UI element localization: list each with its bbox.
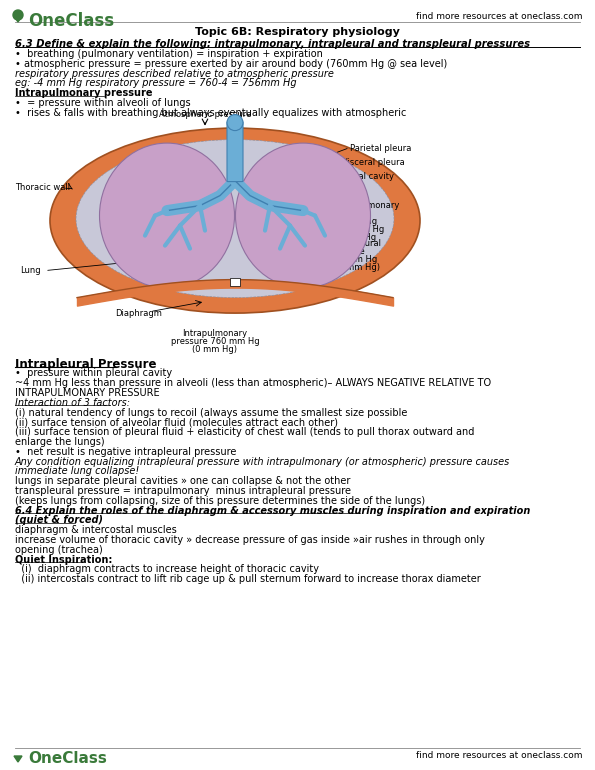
Text: 700 mm Hg: 700 mm Hg bbox=[328, 216, 377, 226]
Text: – Pleural cavity: – Pleural cavity bbox=[330, 172, 394, 181]
Text: opening (trachea): opening (trachea) bbox=[15, 545, 103, 555]
Text: Diaphragm: Diaphragm bbox=[115, 309, 162, 318]
Text: pressure 760 mm Hg: pressure 760 mm Hg bbox=[171, 336, 259, 346]
Text: eg: -4 mm Hg respiratory pressure = 760-4 = 756mm Hg: eg: -4 mm Hg respiratory pressure = 760-… bbox=[15, 79, 297, 89]
Text: – Visceral pleura: – Visceral pleura bbox=[335, 158, 405, 167]
Polygon shape bbox=[14, 16, 22, 22]
Text: Intrapulmonary: Intrapulmonary bbox=[183, 329, 248, 337]
Text: – Transpulmonary: – Transpulmonary bbox=[325, 201, 399, 209]
Text: • atmospheric pressure = pressure exerted by air around body (760mm Hg @ sea lev: • atmospheric pressure = pressure exerte… bbox=[15, 59, 447, 69]
Text: ~756 mm Hg: ~756 mm Hg bbox=[328, 225, 384, 233]
Text: OneClass: OneClass bbox=[28, 12, 114, 30]
Text: (ii) intercostals contract to lift rib cage up & pull sternum forward to increas: (ii) intercostals contract to lift rib c… bbox=[15, 574, 481, 584]
Ellipse shape bbox=[236, 143, 371, 288]
Text: •  pressure within pleural cavity: • pressure within pleural cavity bbox=[15, 368, 172, 378]
Circle shape bbox=[227, 115, 243, 131]
Text: Any condition equalizing intrapleural pressure with intrapulmonary (or atmospher: Any condition equalizing intrapleural pr… bbox=[15, 457, 511, 467]
Bar bbox=[230, 278, 240, 286]
Text: (0 mm Hg): (0 mm Hg) bbox=[193, 345, 237, 353]
Text: immediate lung collapse!: immediate lung collapse! bbox=[15, 467, 139, 477]
Text: Intrapleural Pressure: Intrapleural Pressure bbox=[15, 357, 156, 370]
Text: (i) natural tendency of lungs to recoil (always assume the smallest size possibl: (i) natural tendency of lungs to recoil … bbox=[15, 407, 408, 417]
Text: transpleural pressure = intrapulmonary  minus intrapleural pressure: transpleural pressure = intrapulmonary m… bbox=[15, 486, 351, 496]
Text: (quiet & forced): (quiet & forced) bbox=[15, 515, 103, 525]
Text: find more resources at oneclass.com: find more resources at oneclass.com bbox=[415, 751, 582, 760]
Ellipse shape bbox=[76, 139, 394, 297]
Text: (−4 mm Hg): (−4 mm Hg) bbox=[328, 263, 380, 272]
Polygon shape bbox=[14, 756, 22, 762]
Text: (iii) surface tension of pleural fluid + elasticity of chest wall (tends to pull: (iii) surface tension of pleural fluid +… bbox=[15, 427, 474, 437]
Text: •  net result is negative intrapleural pressure: • net result is negative intrapleural pr… bbox=[15, 447, 236, 457]
Circle shape bbox=[13, 10, 23, 20]
Text: Parietal pleura: Parietal pleura bbox=[350, 144, 411, 153]
Text: Atmospheric pressure: Atmospheric pressure bbox=[159, 109, 251, 119]
Text: Topic 6B: Respiratory physiology: Topic 6B: Respiratory physiology bbox=[195, 27, 399, 37]
Text: •  breathing (pulmonary ventilation) = inspiration + expiration: • breathing (pulmonary ventilation) = in… bbox=[15, 49, 323, 59]
Text: Intrapulmonary pressure: Intrapulmonary pressure bbox=[15, 89, 152, 99]
Text: – Intrapleural: – Intrapleural bbox=[325, 239, 381, 248]
Text: 6.3 Define & explain the following: intrapulmonary, intrapleural and transpleura: 6.3 Define & explain the following: intr… bbox=[15, 39, 530, 49]
FancyBboxPatch shape bbox=[227, 122, 243, 182]
Text: Thoracic wall: Thoracic wall bbox=[15, 183, 70, 192]
Text: increase volume of thoracic cavity » decrease pressure of gas inside »air rushes: increase volume of thoracic cavity » dec… bbox=[15, 535, 485, 545]
Text: (keeps lungs from collapsing, size of this pressure determines the side of the l: (keeps lungs from collapsing, size of th… bbox=[15, 496, 425, 506]
Text: lungs in separate pleural cavities » one can collapse & not the other: lungs in separate pleural cavities » one… bbox=[15, 476, 350, 486]
Text: = 4 mm Hg: = 4 mm Hg bbox=[328, 233, 376, 242]
Text: Lung: Lung bbox=[20, 266, 40, 275]
Text: OneClass: OneClass bbox=[28, 751, 107, 766]
Text: respiratory pressures described relative to atmospheric pressure: respiratory pressures described relative… bbox=[15, 69, 334, 79]
Text: enlarge the lungs): enlarge the lungs) bbox=[15, 437, 105, 447]
Ellipse shape bbox=[50, 128, 420, 313]
Text: find more resources at oneclass.com: find more resources at oneclass.com bbox=[415, 12, 582, 21]
Ellipse shape bbox=[99, 143, 234, 288]
Text: Quiet Inspiration:: Quiet Inspiration: bbox=[15, 554, 112, 564]
Text: (i)  diaphragm contracts to increase height of thoracic cavity: (i) diaphragm contracts to increase heig… bbox=[15, 564, 319, 574]
Text: pressure: pressure bbox=[328, 209, 365, 218]
Text: ~4 mm Hg less than pressure in alveoli (less than atmospheric)– ALWAYS NEGATIVE : ~4 mm Hg less than pressure in alveoli (… bbox=[15, 378, 491, 388]
Text: diaphragm & intercostal muscles: diaphragm & intercostal muscles bbox=[15, 525, 177, 535]
Text: •  rises & falls with breathing but always eventually equalizes with atmospheric: • rises & falls with breathing but alway… bbox=[15, 108, 406, 118]
Text: pressure: pressure bbox=[328, 246, 365, 256]
Text: •  = pressure within alveoli of lungs: • = pressure within alveoli of lungs bbox=[15, 98, 190, 108]
Text: INTRAPULMONARY PRESSURE: INTRAPULMONARY PRESSURE bbox=[15, 388, 159, 398]
Text: (ii) surface tension of alveolar fluid (molecules attract each other): (ii) surface tension of alveolar fluid (… bbox=[15, 417, 338, 427]
Text: 756 mm Hg: 756 mm Hg bbox=[328, 255, 377, 263]
Text: 6.4 Explain the roles of the diaphragm & accessory muscles during inspiration an: 6.4 Explain the roles of the diaphragm &… bbox=[15, 506, 530, 516]
Text: Interaction of 3 factors:: Interaction of 3 factors: bbox=[15, 398, 130, 408]
